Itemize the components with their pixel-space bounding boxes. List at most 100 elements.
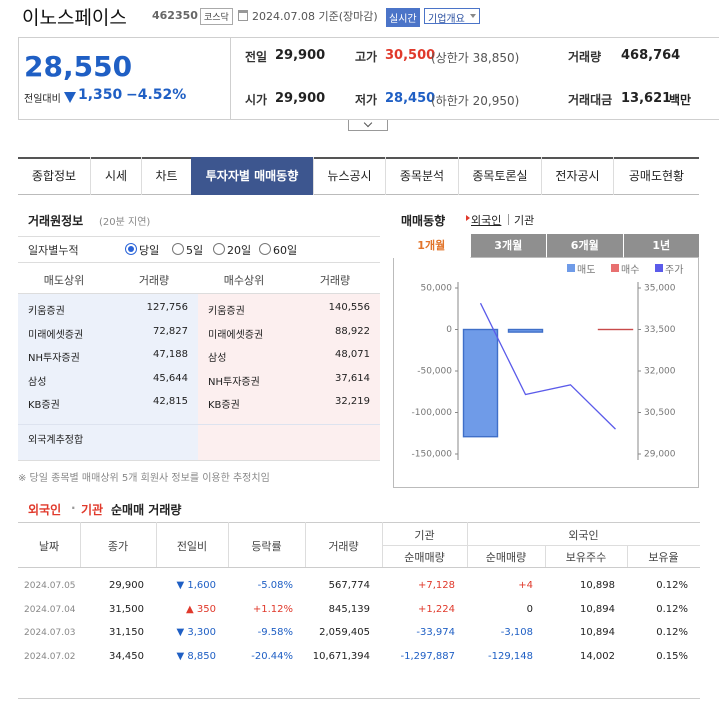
- broker-name: 삼성: [208, 353, 227, 364]
- cell: +1,224: [417, 603, 455, 615]
- chevron: [363, 118, 373, 128]
- quote-value: 468,764: [621, 48, 681, 63]
- tab[interactable]: 종목토론실: [458, 157, 541, 195]
- broker-volume: 32,219: [335, 396, 370, 407]
- period-tab[interactable]: 3개월: [469, 234, 546, 258]
- table-bottom: [18, 698, 700, 699]
- broker-volume: 127,756: [146, 302, 188, 313]
- stock-code: 462350: [152, 9, 198, 22]
- realtime-badge[interactable]: 실시간: [386, 8, 420, 27]
- legend-label: 주가: [665, 265, 684, 276]
- cell: 10,898: [580, 580, 615, 591]
- period-tab[interactable]: 1년: [622, 234, 699, 258]
- broker-volume: 42,815: [153, 396, 188, 407]
- sell-bg: [18, 294, 198, 460]
- broker-name: 삼성: [28, 376, 47, 388]
- footnote: ※ 당일 종목별 매매상위 5개 회원사 정보를 이용한 추정치임: [18, 473, 270, 484]
- quote-value: 28,450: [385, 91, 436, 106]
- broker-name: 키움증권: [208, 306, 245, 317]
- col-header: 거래량: [138, 274, 170, 287]
- company-button[interactable]: 기업개요: [424, 8, 480, 25]
- legend-label: 매수: [621, 265, 640, 276]
- quote-value: 13,621: [621, 91, 672, 106]
- market-badge: 코스닥: [200, 8, 233, 25]
- col-line: [80, 522, 81, 567]
- section-note: (20분 지연): [99, 217, 151, 228]
- date-cell: 2024.07.03: [24, 628, 76, 638]
- expand-toggle[interactable]: [348, 118, 388, 131]
- tab[interactable]: 종목분석: [385, 157, 458, 195]
- filter-label: 일자별누적: [28, 244, 79, 257]
- tab[interactable]: 종합정보: [31, 169, 77, 183]
- col-header: 거래량: [319, 274, 351, 287]
- stock-name: 이노스페이스: [22, 7, 127, 29]
- col-header: 날짜: [38, 540, 60, 553]
- cell: -1,297,887: [400, 650, 455, 662]
- cell: -5.08%: [257, 580, 293, 591]
- col-line: [228, 522, 229, 567]
- radio-label[interactable]: 60일: [273, 244, 298, 257]
- legend-swatch: [611, 264, 619, 272]
- group-header: 기관: [414, 529, 435, 542]
- date-cell: 2024.07.02: [24, 651, 76, 662]
- tab[interactable]: 차트: [141, 157, 191, 195]
- cell: 0.15%: [656, 650, 688, 662]
- quote-value: 30,500: [385, 48, 436, 63]
- radio-label[interactable]: 5일: [186, 244, 204, 257]
- tab[interactable]: 투자자별 매매동향: [191, 157, 313, 195]
- cell: -33,974: [416, 627, 455, 638]
- cell: -9.58%: [257, 627, 293, 638]
- cell: 14,002: [580, 650, 615, 662]
- net-title: 외국인: [28, 503, 62, 517]
- tab[interactable]: 뉴스공시: [313, 157, 385, 195]
- down-arrow: [64, 92, 76, 103]
- quote-label: 거래대금: [568, 93, 613, 107]
- quote-label: 고가: [355, 50, 378, 64]
- foreign-divider: [18, 424, 380, 425]
- sub-header: 순매매량: [485, 551, 527, 564]
- radio[interactable]: [213, 243, 225, 255]
- quote-box: [18, 37, 719, 120]
- cell: 0: [526, 603, 533, 615]
- broker-name: 키움증권: [28, 306, 65, 317]
- change: 1,350: [78, 87, 123, 103]
- col-line: [545, 545, 546, 567]
- broker-volume: 140,556: [328, 302, 370, 313]
- sub-header: 보유율: [648, 551, 679, 564]
- broker-name: KB증권: [208, 400, 240, 411]
- radio[interactable]: [125, 243, 137, 255]
- cell: +4: [518, 580, 533, 591]
- quote-label: 거래량: [568, 50, 602, 64]
- quote-divider: [230, 37, 231, 120]
- cell: 34,450: [109, 650, 144, 662]
- quote-label: 저가: [355, 93, 378, 107]
- col-header: 전일비: [176, 540, 208, 553]
- tab[interactable]: 시세: [90, 157, 141, 195]
- quote-extra: (하한가 20,950): [431, 94, 520, 108]
- radio[interactable]: [259, 243, 271, 255]
- chart-link[interactable]: 기관: [514, 214, 535, 227]
- cell: 31,150: [109, 627, 144, 638]
- radio-label[interactable]: 20일: [227, 244, 252, 257]
- radio-label[interactable]: 당일: [139, 244, 160, 257]
- radio[interactable]: [172, 243, 184, 255]
- table-head-bottom: [18, 567, 700, 568]
- calendar-icon: [238, 10, 248, 21]
- tab[interactable]: 전자공시: [541, 157, 613, 195]
- col-line: [467, 522, 468, 567]
- chart-link[interactable]: 외국인: [471, 214, 502, 227]
- broker-bottom: [18, 460, 380, 461]
- col-header: 매도상위: [43, 274, 85, 287]
- net-title: 기관: [81, 503, 104, 517]
- tab[interactable]: 공매도현황: [613, 157, 699, 195]
- cell: 0.12%: [656, 603, 688, 615]
- quote-value: 29,900: [275, 48, 326, 63]
- period-tab[interactable]: 1개월: [393, 234, 470, 258]
- section-title: 거래원정보: [28, 214, 84, 228]
- col-header: 매수상위: [223, 274, 265, 287]
- cell: -3,108: [500, 627, 533, 638]
- sub-header: 보유주수: [565, 551, 607, 564]
- period-tab[interactable]: 6개월: [546, 234, 623, 258]
- net-title: 순매매 거래량: [111, 503, 182, 517]
- change-label: 전일대비: [24, 94, 61, 105]
